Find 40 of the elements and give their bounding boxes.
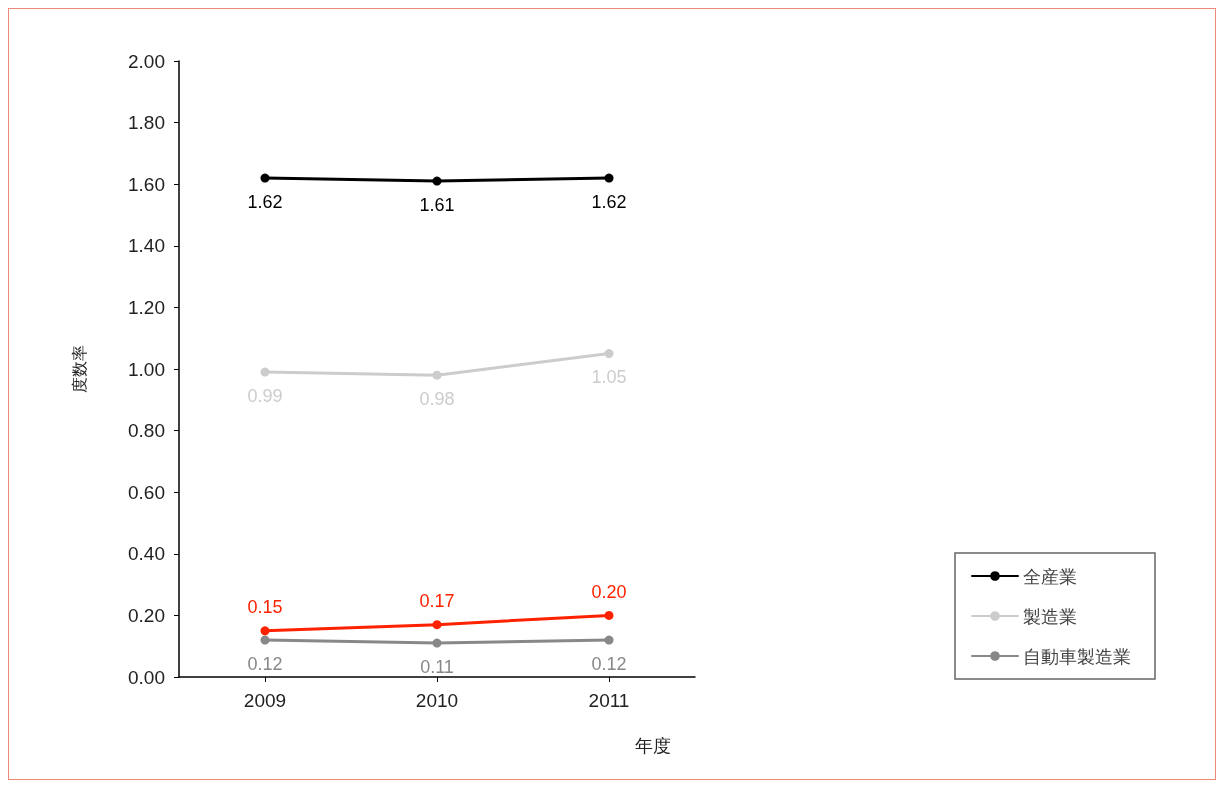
legend-label: 製造業 <box>1023 605 1077 627</box>
legend-label: 全産業 <box>1023 565 1077 587</box>
data-label: 0.20 <box>591 581 627 602</box>
x-tick-label: 2009 <box>243 690 287 711</box>
data-label: 0.12 <box>247 653 283 674</box>
legend-label: 自動車製造業 <box>1023 645 1131 667</box>
y-tick-label: 0.40 <box>128 543 165 565</box>
point <box>432 638 442 648</box>
x-tick-label: 2011 <box>588 690 630 711</box>
point <box>260 173 270 183</box>
data-label: 0.15 <box>247 597 283 618</box>
point <box>260 367 270 377</box>
x-tick-label: 2010 <box>415 690 459 711</box>
data-label: 1.62 <box>591 191 627 212</box>
point <box>260 626 270 636</box>
data-label: 0.17 <box>419 591 455 612</box>
y-tick-label: 0.00 <box>128 666 165 688</box>
point <box>604 173 614 183</box>
y-tick-label: 1.60 <box>128 173 165 195</box>
y-tick-label: 0.60 <box>128 481 165 503</box>
data-label: 1.61 <box>419 194 455 215</box>
point <box>432 370 442 380</box>
y-axis-title: 度数率 <box>70 345 88 393</box>
y-tick-label: 1.00 <box>128 358 165 380</box>
y-tick-label: 1.20 <box>128 296 165 318</box>
data-label: 1.62 <box>247 191 283 212</box>
y-tick-label: 1.80 <box>128 112 165 134</box>
data-label: 0.11 <box>420 656 454 677</box>
point <box>432 176 442 186</box>
point <box>432 620 442 630</box>
x-axis-title: 年度 <box>635 736 671 756</box>
data-label: 0.12 <box>591 653 627 674</box>
point <box>260 635 270 645</box>
y-tick-label: 2.00 <box>128 50 165 72</box>
point <box>604 349 614 359</box>
point <box>604 610 614 620</box>
y-tick-label: 0.80 <box>128 420 165 442</box>
point <box>604 635 614 645</box>
y-tick-label: 1.40 <box>128 235 165 257</box>
y-tick-label: 0.20 <box>128 604 165 626</box>
